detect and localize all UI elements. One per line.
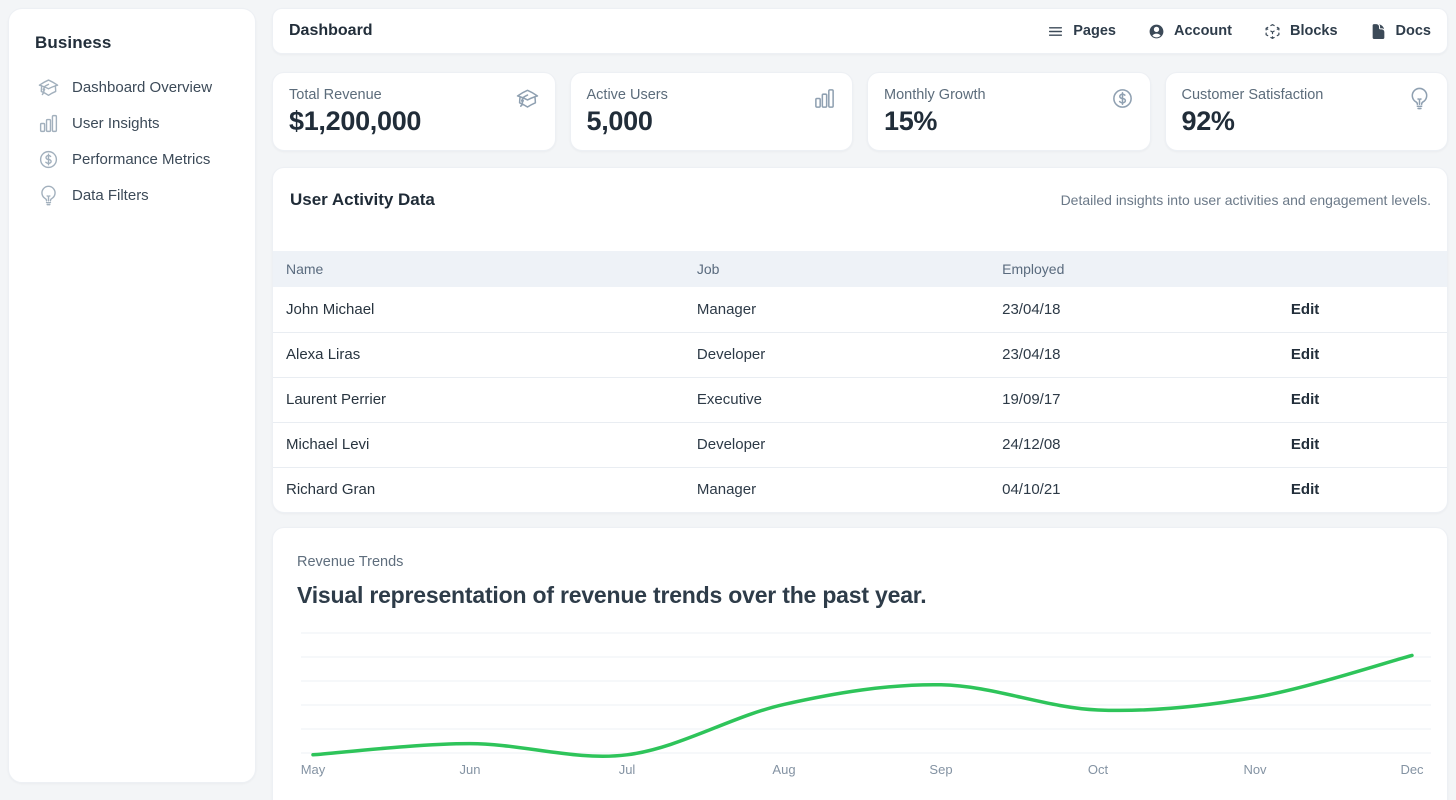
cube-transparent-icon: [1264, 23, 1281, 40]
user-circle-icon: [1148, 23, 1165, 40]
sidebar-item-label: Performance Metrics: [72, 150, 211, 168]
topbar: Dashboard Pages Account: [272, 8, 1448, 54]
cell-employed: 24/12/08: [989, 421, 1278, 467]
edit-link[interactable]: Edit: [1290, 300, 1320, 318]
stat-value: $1,200,000: [289, 106, 422, 136]
topbar-link-account[interactable]: Account: [1148, 23, 1232, 40]
sidebar: Business Dashboard Overview User Insight…: [8, 8, 256, 783]
table-header-row: Name Job Employed: [273, 251, 1447, 287]
cell-job: Manager: [683, 466, 990, 512]
sidebar-item-data-filters[interactable]: Data Filters: [9, 177, 255, 213]
x-axis-label: Sep: [929, 762, 953, 777]
cell-job: Developer: [683, 421, 990, 467]
topbar-link-docs[interactable]: Docs: [1370, 23, 1431, 40]
column-header-employed: Employed: [989, 251, 1278, 287]
topbar-link-label: Pages: [1073, 23, 1116, 39]
x-axis-label: May: [300, 762, 326, 777]
x-axis-label: Dec: [1400, 762, 1424, 777]
stat-card-active-users: Active Users 5,000: [569, 72, 853, 151]
cell-employed: 23/04/18: [1002, 300, 1061, 318]
stat-label: Customer Satisfaction: [1181, 87, 1324, 103]
section-subtitle: Detailed insights into user activities a…: [1060, 192, 1431, 208]
academic-cap-icon: [516, 87, 539, 110]
x-axis-label: Nov: [1243, 762, 1267, 777]
light-bulb-icon: [1408, 87, 1431, 110]
edit-link[interactable]: Edit: [1290, 481, 1320, 499]
stat-label: Active Users: [586, 87, 668, 103]
x-axis-label: Jul: [618, 762, 636, 777]
x-axis-label: Aug: [772, 762, 796, 777]
user-activity-header: User Activity Data Detailed insights int…: [273, 168, 1447, 251]
cell-job: Developer: [683, 331, 990, 377]
cell-name: John Michael: [286, 300, 375, 318]
stat-card-monthly-growth: Monthly Growth 15%: [867, 72, 1151, 151]
chart-bar-icon: [813, 87, 836, 110]
topbar-link-pages[interactable]: Pages: [1047, 23, 1116, 40]
stat-card-customer-satisfaction: Customer Satisfaction 92%: [1164, 72, 1448, 151]
academic-cap-icon: [38, 77, 59, 98]
topbar-link-label: Docs: [1395, 23, 1431, 39]
x-axis-label: Oct: [1087, 762, 1109, 777]
light-bulb-icon: [38, 185, 59, 206]
sidebar-item-performance-metrics[interactable]: Performance Metrics: [9, 141, 255, 177]
edit-link[interactable]: Edit: [1290, 436, 1320, 453]
sidebar-item-label: User Insights: [72, 114, 160, 132]
cell-job: Manager: [696, 300, 757, 318]
section-title: User Activity Data: [290, 190, 435, 209]
sidebar-title: Business: [35, 33, 112, 52]
table-row: Richard Gran Manager 04/10/21 Edit: [273, 466, 1447, 512]
table-row: Alexa Liras Developer 23/04/18 Edit: [273, 331, 1447, 377]
main-content: Dashboard Pages Account: [272, 8, 1448, 800]
cell-name: Alexa Liras: [273, 331, 684, 377]
table-row: Laurent Perrier Executive 19/09/17 Edit: [273, 376, 1447, 422]
edit-link[interactable]: Edit: [1290, 346, 1320, 363]
topbar-link-label: Blocks: [1289, 23, 1338, 39]
currency-dollar-icon: [1111, 87, 1134, 110]
stat-label: Monthly Growth: [884, 87, 986, 103]
document-icon: [1370, 23, 1387, 40]
column-header-job: Job: [683, 251, 990, 287]
revenue-chart-svg: [301, 632, 1431, 758]
stat-label: Total Revenue: [289, 87, 382, 103]
cell-employed: 19/09/17: [989, 376, 1278, 422]
chart-bar-icon: [38, 113, 59, 134]
stat-value: 15%: [884, 106, 938, 136]
table-row: John Michael Manager 23/04/18 Edit: [273, 287, 1447, 332]
stat-value: 92%: [1181, 106, 1235, 136]
cell-name: Laurent Perrier: [273, 376, 684, 422]
cell-name: Richard Gran: [273, 466, 684, 512]
chart-eyebrow: Revenue Trends: [297, 554, 404, 570]
cell-job: Executive: [683, 376, 990, 422]
page-title: Dashboard: [289, 22, 373, 39]
revenue-chart[interactable]: May Jun Jul Aug Sep Oct Nov Dec: [297, 621, 1435, 796]
topbar-link-label: Account: [1173, 23, 1232, 39]
sidebar-item-label: Data Filters: [72, 186, 149, 204]
column-header-actions: [1277, 251, 1447, 287]
cell-employed: 23/04/18: [989, 331, 1278, 377]
stat-value: 5,000: [586, 106, 653, 136]
revenue-line-series: [311, 653, 1414, 758]
topbar-links: Pages Account Blocks: [1047, 23, 1431, 40]
stat-card-total-revenue: Total Revenue $1,200,000: [272, 72, 556, 151]
topbar-link-blocks[interactable]: Blocks: [1264, 23, 1338, 40]
table-row: Michael Levi Developer 24/12/08 Edit: [273, 421, 1447, 467]
currency-dollar-icon: [38, 149, 59, 170]
stat-cards-row: Total Revenue $1,200,000 Active Users 5,…: [272, 72, 1448, 151]
sidebar-item-user-insights[interactable]: User Insights: [9, 105, 255, 141]
cell-employed: 04/10/21: [989, 466, 1278, 512]
chart-x-axis-labels: May Jun Jul Aug Sep Oct Nov Dec: [297, 762, 1435, 782]
sidebar-item-label: Dashboard Overview: [72, 78, 213, 96]
sidebar-item-dashboard-overview[interactable]: Dashboard Overview: [9, 69, 255, 105]
menu-icon: [1047, 23, 1064, 40]
sidebar-nav: Dashboard Overview User Insights Perform…: [9, 69, 255, 213]
user-activity-table: Name Job Employed John Michael Manager 2…: [273, 251, 1447, 512]
revenue-trends-card: Revenue Trends Visual representation of …: [272, 527, 1448, 800]
cell-name: Michael Levi: [273, 421, 684, 467]
edit-link[interactable]: Edit: [1290, 391, 1320, 408]
user-activity-card: User Activity Data Detailed insights int…: [272, 167, 1448, 513]
chart-heading: Visual representation of revenue trends …: [297, 582, 927, 608]
column-header-name: Name: [273, 251, 684, 287]
x-axis-label: Jun: [459, 762, 481, 777]
